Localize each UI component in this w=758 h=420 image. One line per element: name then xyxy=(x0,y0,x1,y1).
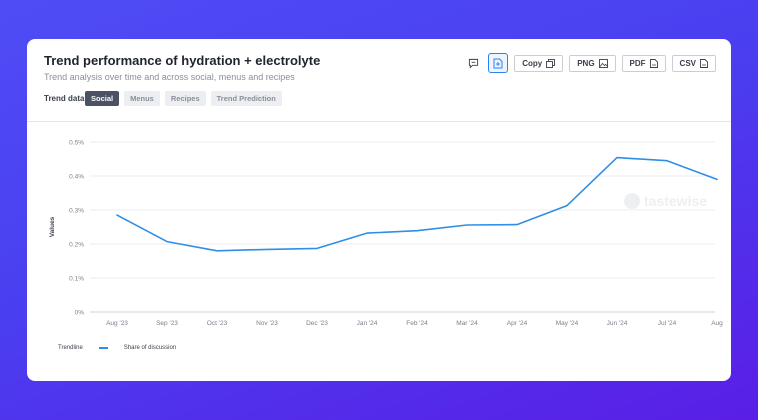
export-actions: Copy PNG PDF CSV xyxy=(464,53,716,73)
png-label: PNG xyxy=(577,58,595,68)
chart-card: Trend performance of hydration + electro… xyxy=(27,39,731,381)
series-line xyxy=(116,156,718,252)
y-tick-label: 0% xyxy=(75,310,85,317)
image-icon xyxy=(598,58,608,68)
copy-button[interactable]: Copy xyxy=(514,54,564,72)
legend-series-label[interactable]: Share of discussion xyxy=(123,345,177,351)
trend-data-label: Trend data xyxy=(44,94,85,103)
line-chart: tastewise 0% 0.1% 0.2% 0.3% 0.4% 0.5% Values Aug… xyxy=(49,140,723,328)
header-divider xyxy=(27,121,731,122)
chart-legend: Trendline Share of discussion xyxy=(58,345,176,351)
watermark-mark xyxy=(624,193,640,209)
x-tick-label: Aug xyxy=(711,320,723,327)
copy-label: Copy xyxy=(522,58,543,68)
watermark-text: tastewise xyxy=(644,193,707,209)
tab-menus[interactable]: Menus xyxy=(124,91,160,106)
y-tick-label: 0.5% xyxy=(69,140,84,147)
trend-data-tabs: Social Menus Recipes Trend Prediction xyxy=(85,91,282,106)
pdf-label: PDF xyxy=(629,58,646,68)
chart-subtitle: Trend analysis over time and across soci… xyxy=(44,72,295,82)
x-tick-label: Jul '24 xyxy=(658,320,677,327)
save-button[interactable] xyxy=(488,53,509,73)
x-tick-label: Nov '23 xyxy=(256,320,278,327)
csv-label: CSV xyxy=(679,58,696,68)
copy-icon xyxy=(546,58,556,68)
pdf-file-icon xyxy=(649,58,658,68)
pdf-button[interactable]: PDF xyxy=(621,54,666,72)
tab-recipes[interactable]: Recipes xyxy=(164,91,206,106)
y-tick-label: 0.1% xyxy=(69,276,84,283)
x-tick-label: Apr '24 xyxy=(507,320,528,327)
x-tick-label: Aug '23 xyxy=(106,320,128,327)
x-tick-label: Sep '23 xyxy=(156,320,178,327)
csv-file-icon xyxy=(700,58,708,68)
legend-trendline-label[interactable]: Trendline xyxy=(58,345,83,351)
x-tick-label: Mar '24 xyxy=(456,320,478,327)
watermark-logo: tastewise xyxy=(624,193,707,209)
y-tick-label: 0.3% xyxy=(69,208,84,215)
x-tick-label: Jun '24 xyxy=(607,320,628,327)
y-tick-label: 0.2% xyxy=(69,242,84,249)
x-tick-label: Dec '23 xyxy=(306,320,328,327)
y-tick-label: 0.4% xyxy=(69,174,84,181)
x-tick-label: Oct '23 xyxy=(207,320,228,327)
y-axis-label: Values xyxy=(49,216,56,237)
png-button[interactable]: PNG xyxy=(569,54,616,72)
x-tick-label: May '24 xyxy=(556,320,579,327)
x-tick-label: Feb '24 xyxy=(406,320,428,327)
save-icon xyxy=(493,58,503,68)
csv-button[interactable]: CSV xyxy=(671,54,716,72)
tab-trend-prediction[interactable]: Trend Prediction xyxy=(210,91,282,106)
comment-icon xyxy=(468,58,478,68)
x-tick-label: Jan '24 xyxy=(357,320,378,327)
comment-button[interactable] xyxy=(464,54,482,72)
chart-title: Trend performance of hydration + electro… xyxy=(44,53,321,68)
tab-social[interactable]: Social xyxy=(85,91,120,106)
legend-series-swatch xyxy=(98,347,108,349)
